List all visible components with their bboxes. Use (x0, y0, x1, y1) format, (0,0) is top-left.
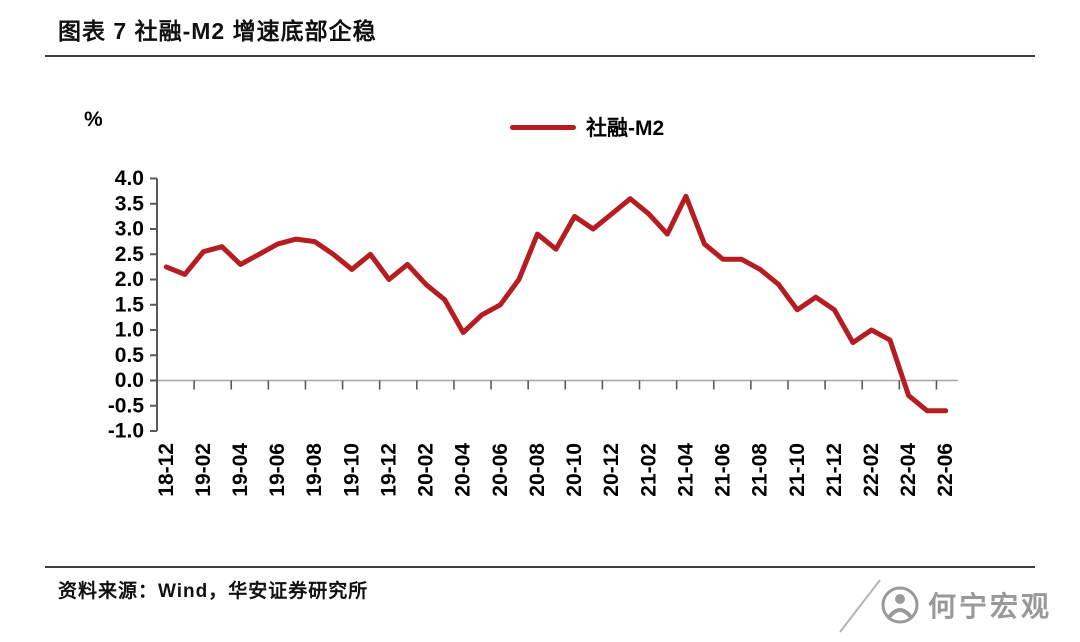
x-tick-label: 20-10 (563, 443, 586, 497)
y-tick-label: 2.5 (115, 243, 145, 266)
y-tick-label: 4.0 (115, 167, 144, 190)
x-tick-label: 19-06 (266, 443, 289, 497)
x-tick-label: 19-10 (340, 443, 363, 497)
legend-label: 社融-M2 (586, 117, 665, 140)
y-tick-label: -0.5 (108, 394, 145, 417)
x-tick-label: 20-02 (415, 443, 438, 497)
x-tick-label: 18-12 (155, 443, 178, 497)
x-tick-label: 20-08 (526, 443, 549, 497)
x-tick-label: 21-02 (637, 443, 660, 497)
legend-line-swatch (510, 124, 576, 130)
x-tick-label: 22-04 (897, 443, 920, 497)
y-tick-label: 0.0 (115, 369, 144, 392)
y-tick-label: 3.0 (115, 218, 144, 241)
watermark: 何宁宏观 (836, 574, 1052, 636)
watermark-text: 何宁宏观 (927, 591, 1052, 622)
y-tick-label: 3.5 (115, 192, 145, 215)
series-line-sherong-m2 (163, 193, 949, 414)
x-tick-label: 20-06 (489, 443, 512, 497)
source-note: 资料来源：Wind，华安证券研究所 (58, 581, 369, 602)
x-tick-label: 21-10 (786, 443, 809, 497)
x-tick-label: 21-06 (712, 443, 735, 497)
x-tick-label: 19-12 (377, 443, 400, 497)
x-tick-label: 22-02 (860, 443, 883, 497)
x-tick-label: 21-04 (674, 443, 697, 497)
y-axis-unit-label: % (84, 108, 103, 131)
x-tick-label: 19-08 (303, 443, 326, 497)
figure-title: 图表 7 社融-M2 增速底部企稳 (58, 18, 377, 44)
y-tick-label: 1.5 (115, 293, 145, 316)
x-tick-label: 21-12 (823, 443, 846, 497)
x-tick-label: 22-06 (934, 443, 957, 497)
y-tick-label: 2.0 (115, 268, 144, 291)
x-tick-label: 21-08 (749, 443, 772, 497)
chart-legend: 社融-M2 (510, 112, 664, 142)
x-tick-label: 19-02 (192, 443, 215, 497)
y-tick-label: 1.0 (115, 319, 144, 342)
y-tick-label: -1.0 (108, 420, 144, 443)
x-tick-label: 20-12 (600, 443, 623, 497)
footer-divider (45, 566, 1035, 568)
x-tick-label: 19-04 (229, 443, 252, 497)
y-tick-label: 0.5 (115, 344, 145, 367)
watermark-logo-icon (839, 579, 919, 633)
title-divider (45, 55, 1035, 57)
x-tick-label: 20-04 (452, 443, 475, 497)
